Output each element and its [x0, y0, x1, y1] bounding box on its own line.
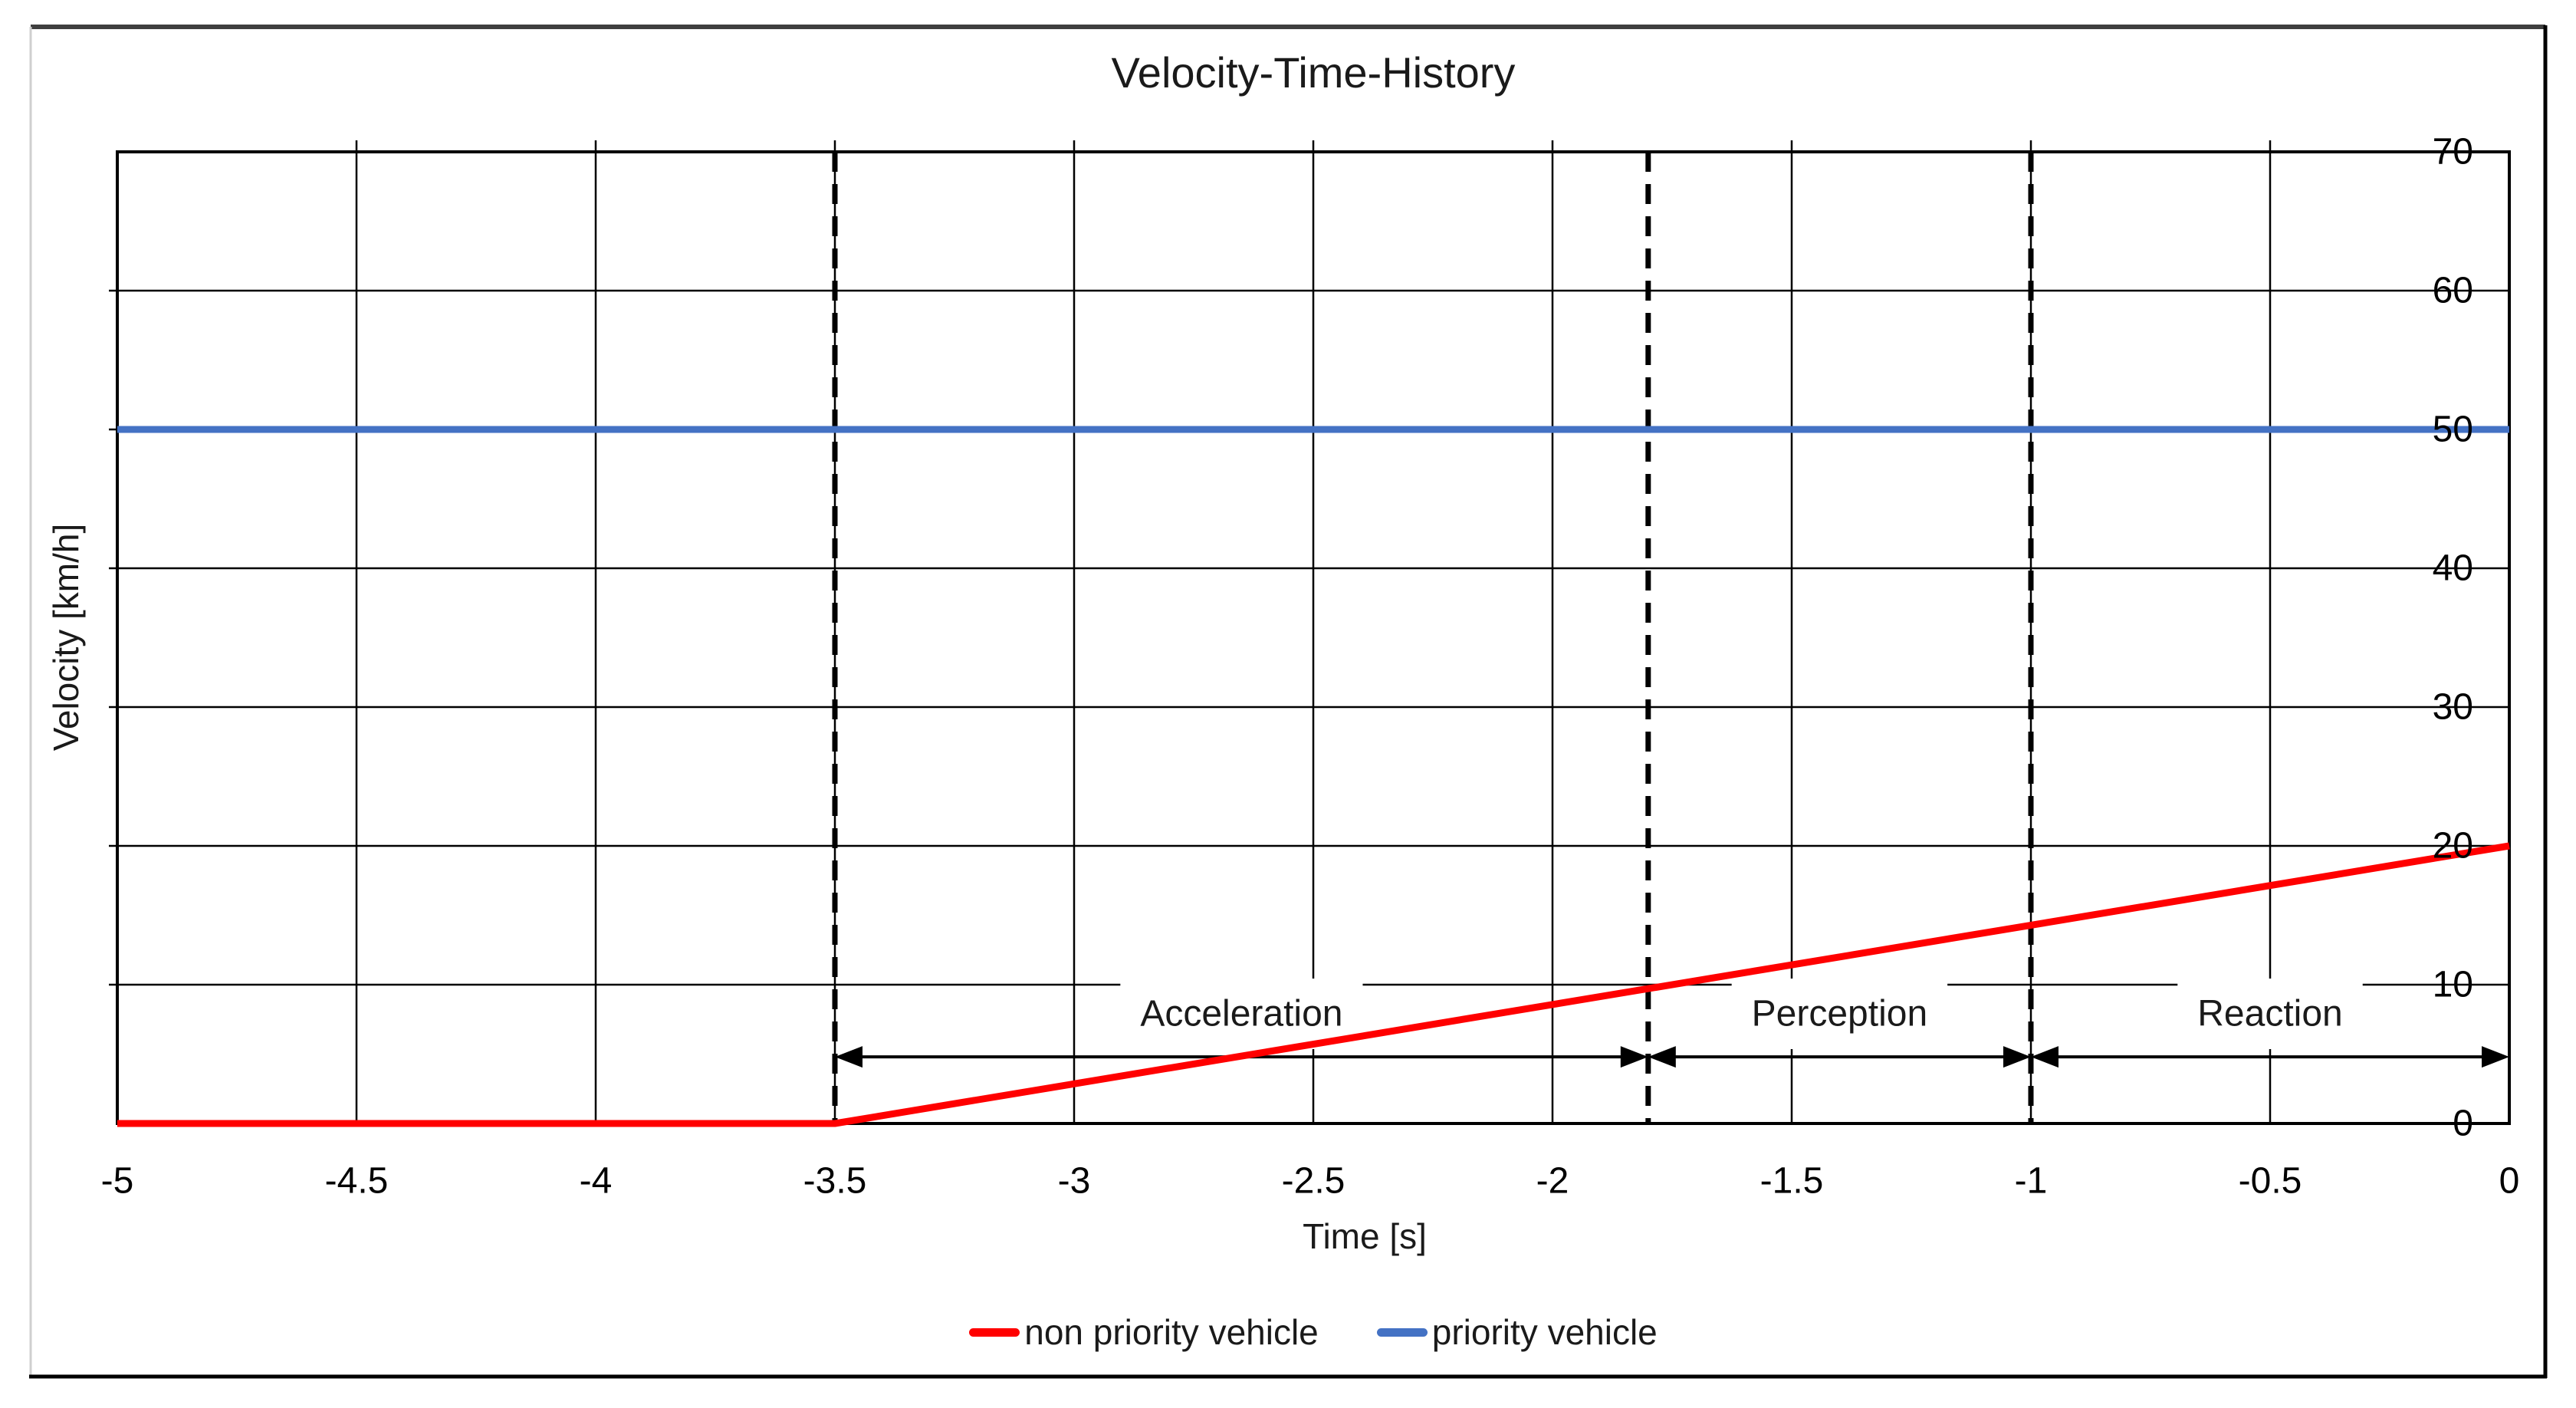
plot-border [116, 150, 2511, 1125]
x-axis-tick-label: -2 [1536, 1161, 1569, 1202]
y-axis-tick-label: 10 [2433, 965, 2473, 1005]
y-axis-tick-label: 50 [2433, 410, 2473, 450]
x-axis-tick-label: -3 [1058, 1161, 1091, 1202]
phase-label: Acceleration [1140, 994, 1342, 1035]
y-axis-tick-label: 40 [2433, 548, 2473, 589]
phase-label-background [1731, 979, 1948, 1050]
x-axis-tick-label: -3.5 [803, 1161, 867, 1202]
x-axis-tick-label: -5 [101, 1161, 134, 1202]
phase-label: Reaction [2197, 994, 2342, 1035]
arrowhead-left [835, 1046, 863, 1068]
arrowhead-right [1620, 1046, 1648, 1068]
phase-label: Perception [1752, 994, 1927, 1035]
x-axis-tick-label: 0 [2499, 1161, 2520, 1202]
y-axis-tick-label: 0 [2453, 1104, 2473, 1144]
arrowhead-left [1648, 1046, 1676, 1068]
arrowhead-right [2482, 1046, 2509, 1068]
phase-label-background [1120, 979, 1363, 1050]
x-axis-tick-label: -0.5 [2239, 1161, 2302, 1202]
series-line-non-priority-vehicle [117, 842, 2510, 1127]
x-axis-tick-label: -1.5 [1760, 1161, 1824, 1202]
y-axis-tick-label: 30 [2433, 687, 2473, 728]
arrowhead-right [2003, 1046, 2031, 1068]
x-axis-tick-label: -4 [580, 1161, 613, 1202]
y-axis-tick-label: 70 [2433, 132, 2473, 173]
y-axis-tick-label: 20 [2433, 826, 2473, 867]
x-axis-tick-label: -1 [2015, 1161, 2048, 1202]
x-axis-tick-label: -4.5 [325, 1161, 389, 1202]
phase-label-background [2177, 979, 2363, 1050]
arrowhead-left [2031, 1046, 2058, 1068]
y-axis-tick-label: 60 [2433, 271, 2473, 311]
x-axis-tick-label: -2.5 [1282, 1161, 1346, 1202]
